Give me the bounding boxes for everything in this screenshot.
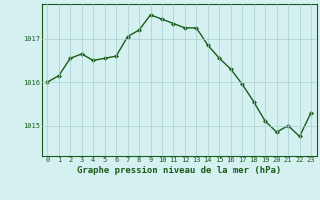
X-axis label: Graphe pression niveau de la mer (hPa): Graphe pression niveau de la mer (hPa) xyxy=(77,166,281,175)
